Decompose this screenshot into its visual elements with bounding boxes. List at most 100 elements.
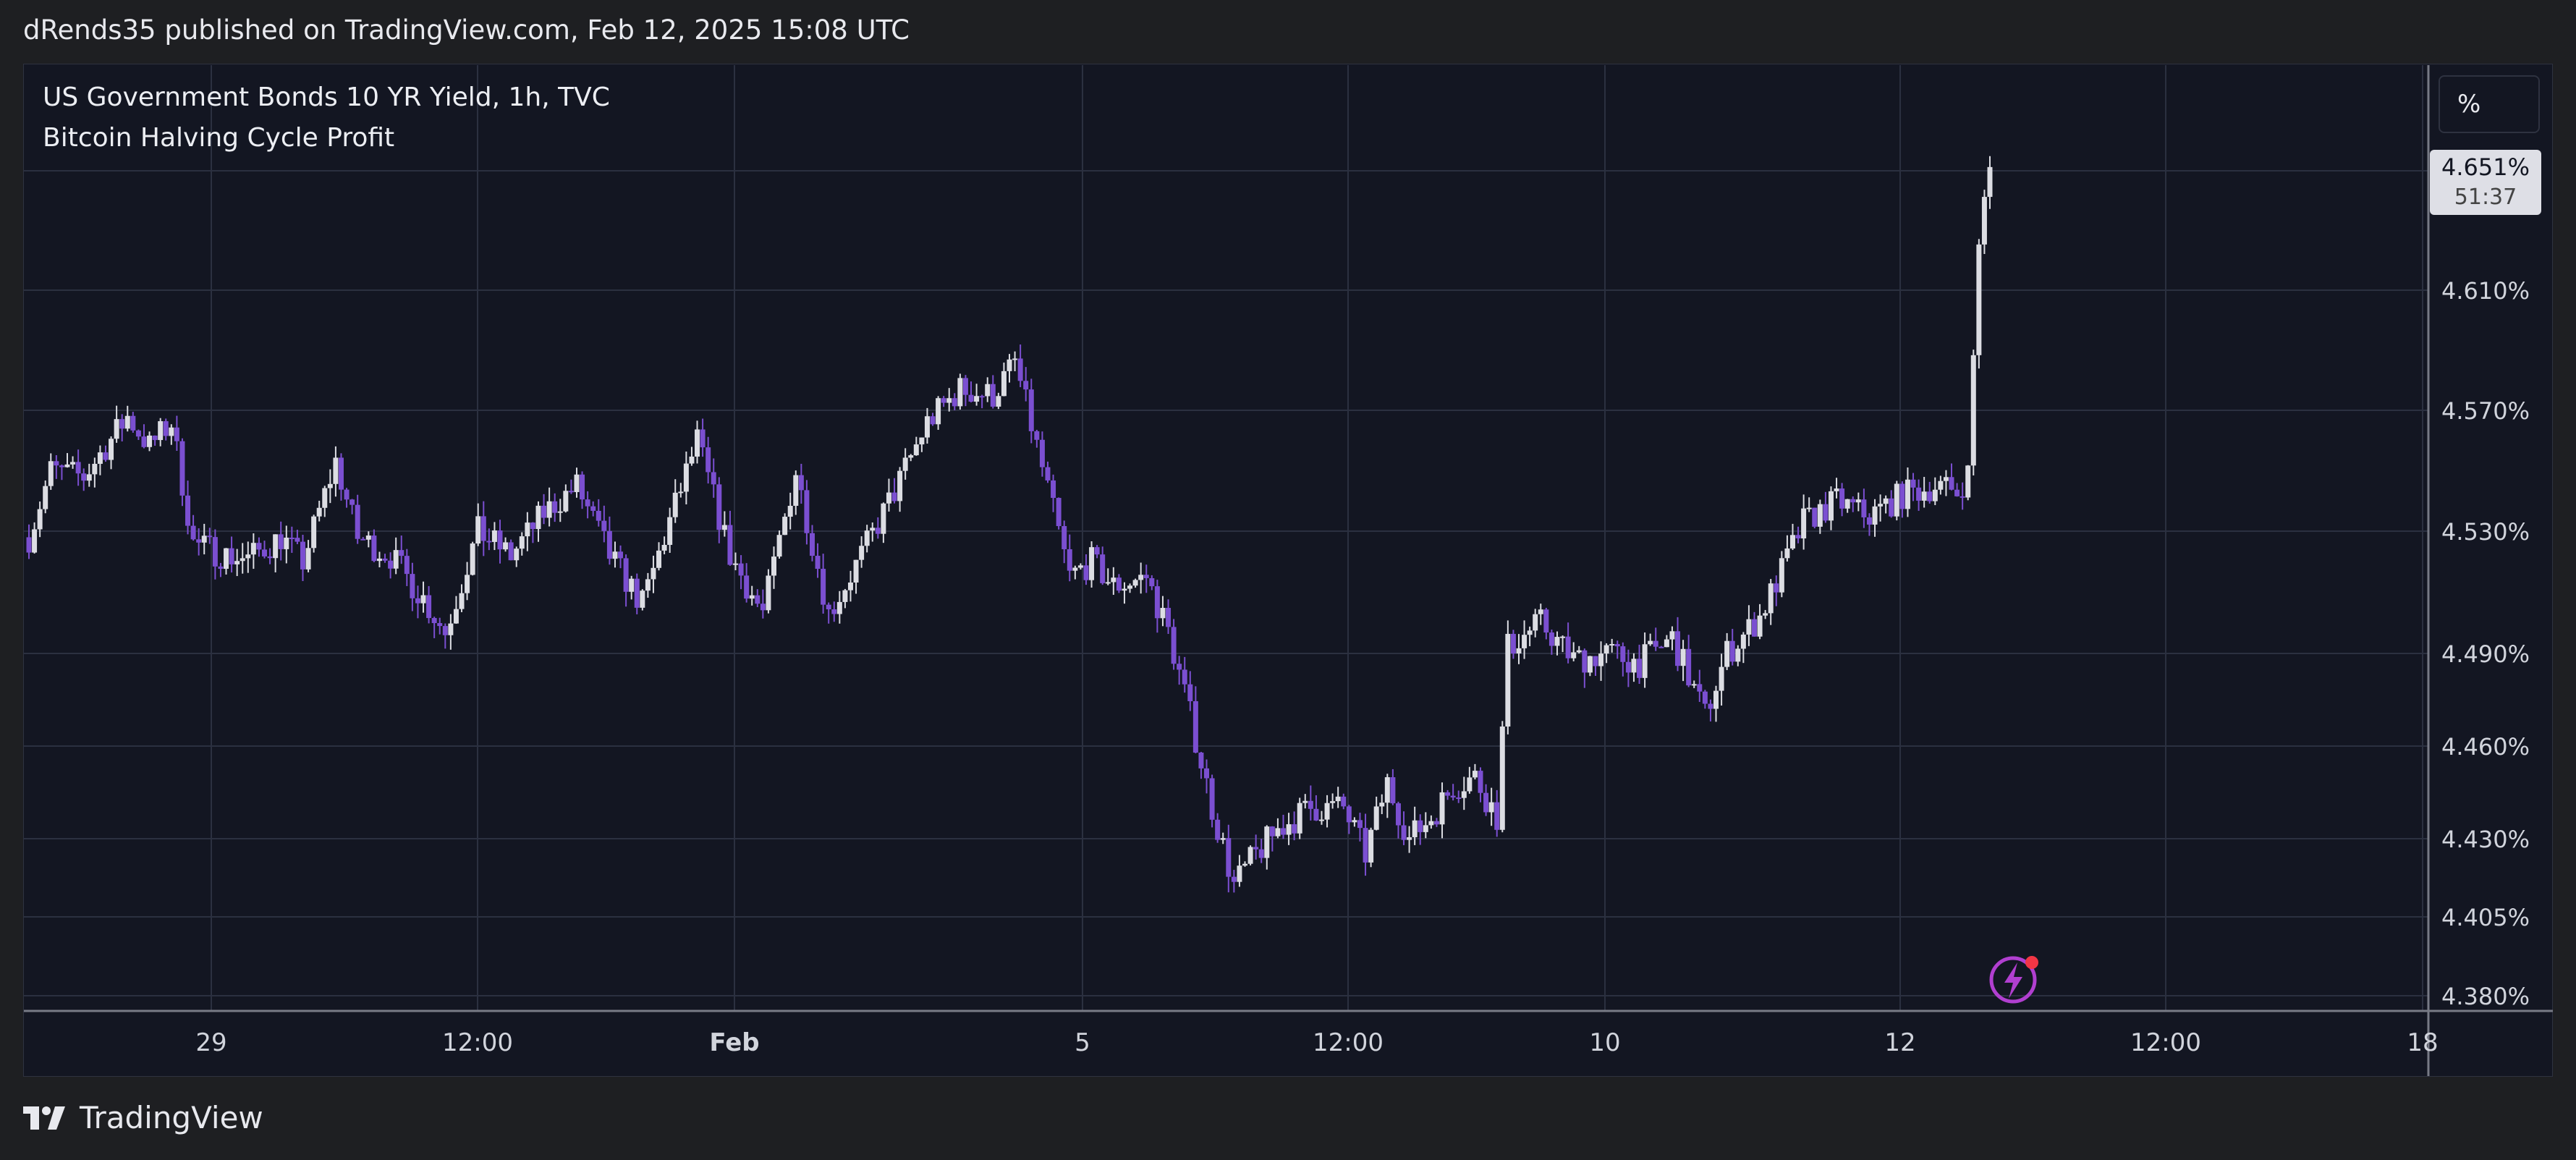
- candle-body: [1675, 631, 1681, 666]
- candle-body: [86, 474, 92, 481]
- candle-body: [1357, 820, 1363, 829]
- candle-body: [809, 533, 815, 556]
- candle-body: [1083, 565, 1089, 580]
- candle-body: [1111, 577, 1117, 583]
- candle-body: [410, 574, 415, 598]
- candle-body: [349, 499, 355, 505]
- candle-body: [1363, 828, 1368, 863]
- candle-body: [1445, 792, 1451, 796]
- candle-body: [618, 551, 624, 559]
- candle-body: [782, 517, 788, 535]
- candle-body: [1637, 659, 1643, 678]
- candle-body: [1751, 619, 1757, 637]
- x-tick-label: 12:00: [1313, 1028, 1384, 1057]
- candle-body: [1192, 700, 1198, 753]
- footer-brand[interactable]: TradingView: [23, 1100, 263, 1135]
- candle-body: [1318, 819, 1324, 821]
- candle-body: [974, 396, 980, 402]
- candle-body: [1346, 806, 1352, 823]
- candle-body: [1450, 795, 1456, 798]
- candle-body: [1949, 477, 1954, 490]
- bolt-alert-icon[interactable]: [1989, 956, 2038, 1004]
- candle-body: [1395, 803, 1401, 826]
- candle-body: [1258, 849, 1264, 858]
- candle-body: [514, 549, 520, 561]
- candle-body: [1373, 806, 1379, 830]
- candle-body: [75, 462, 81, 474]
- candle-body: [1127, 585, 1133, 589]
- x-tick-label: 18: [2407, 1028, 2438, 1057]
- candle-body: [327, 483, 333, 488]
- candle-body: [1138, 575, 1144, 580]
- candle-body: [43, 486, 48, 509]
- candle-body: [590, 506, 596, 511]
- candle-body: [1548, 632, 1554, 646]
- candle-body: [305, 548, 311, 570]
- candle-body: [793, 475, 799, 506]
- candle-body: [1028, 389, 1034, 431]
- candle-body: [1105, 582, 1111, 584]
- candle-body: [1883, 498, 1889, 504]
- candle-body: [1789, 535, 1795, 549]
- candle-body: [212, 537, 218, 567]
- y-tick-label: 4.460%: [2441, 733, 2530, 761]
- candle-body: [601, 520, 607, 531]
- candle-body: [344, 489, 349, 500]
- candle-body: [1987, 166, 1993, 198]
- candle-body: [1565, 636, 1571, 659]
- candle-body: [1839, 488, 1845, 509]
- candle-body: [881, 503, 886, 534]
- candle-body: [1976, 244, 1982, 355]
- candle-body: [1855, 499, 1861, 503]
- candle-body: [1237, 865, 1242, 882]
- candle-body: [289, 537, 295, 539]
- candle-body: [941, 398, 946, 403]
- candle-body: [952, 398, 957, 407]
- candle-body: [1631, 659, 1637, 673]
- candle-body: [842, 590, 848, 602]
- indicator-legend[interactable]: Bitcoin Halving Cycle Profit: [43, 123, 395, 153]
- candle-body: [1582, 650, 1588, 673]
- candle-body: [968, 394, 974, 402]
- candlestick-chart[interactable]: 4.380% 4.405% 4.430% 4.460% 4.490% 4.530% 4.57…: [0, 0, 2576, 1085]
- candle-body: [678, 491, 684, 494]
- candle-body: [497, 530, 503, 550]
- candle-body: [1072, 567, 1078, 571]
- candle-body: [1713, 690, 1719, 709]
- candle-body: [711, 472, 716, 485]
- candle-body: [1954, 489, 1960, 496]
- candle-body: [695, 429, 700, 457]
- candle-body: [930, 416, 936, 425]
- candle-body: [776, 535, 782, 557]
- candle-body: [1801, 508, 1807, 539]
- candle-body: [985, 384, 991, 397]
- candle-body: [1280, 828, 1286, 835]
- candle-body: [530, 522, 535, 530]
- candle-body: [1286, 824, 1292, 835]
- candle-body: [1499, 726, 1505, 830]
- candle-body: [574, 474, 580, 493]
- candle-body: [1970, 355, 1976, 466]
- candle-body: [1143, 575, 1149, 578]
- candle-body: [81, 473, 87, 481]
- candle-body: [651, 567, 656, 580]
- candle-body: [163, 421, 169, 436]
- y-tick-label: 4.570%: [2441, 397, 2530, 425]
- candle-body: [1921, 491, 1927, 501]
- candle-body: [1132, 580, 1138, 586]
- candle-body: [278, 534, 284, 549]
- candle-body: [546, 501, 552, 518]
- candle-body: [1384, 777, 1390, 803]
- y-tick-label: 4.430%: [2441, 826, 2530, 853]
- candle-body: [1691, 684, 1697, 686]
- candle-body: [1965, 465, 1971, 498]
- symbol-legend[interactable]: US Government Bonds 10 YR Yield, 1h, TVC: [43, 82, 610, 112]
- candle-body: [250, 543, 256, 555]
- candle-body: [525, 522, 530, 537]
- candle-body: [147, 435, 153, 447]
- candle-body: [1505, 633, 1511, 727]
- candle-body: [891, 492, 897, 501]
- percent-scale-button[interactable]: %: [2439, 75, 2540, 133]
- candle-body: [1352, 820, 1357, 823]
- candle-body: [1269, 826, 1275, 837]
